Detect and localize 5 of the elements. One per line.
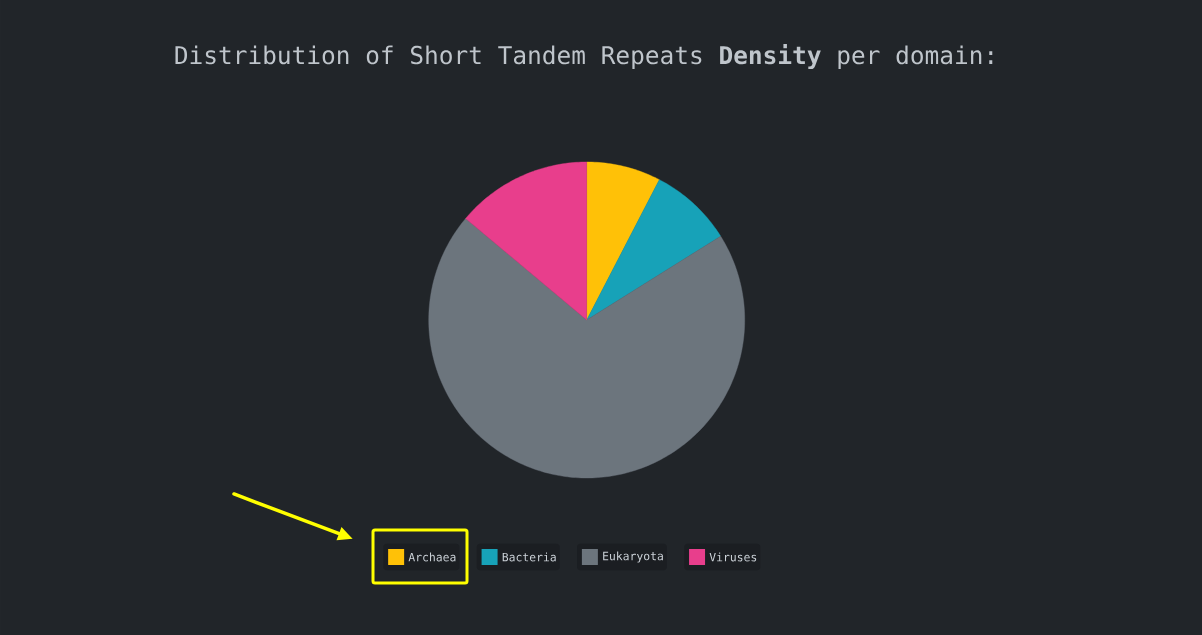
- legend-label: Archaea: [408, 552, 456, 562]
- legend-label: Viruses: [709, 552, 757, 562]
- chart-title: Distribution of Short Tandem Repeats Density per domain:: [175, 44, 993, 70]
- legend-label: Eukaryota: [603, 551, 663, 563]
- legend-label: Bacteria: [502, 552, 556, 562]
